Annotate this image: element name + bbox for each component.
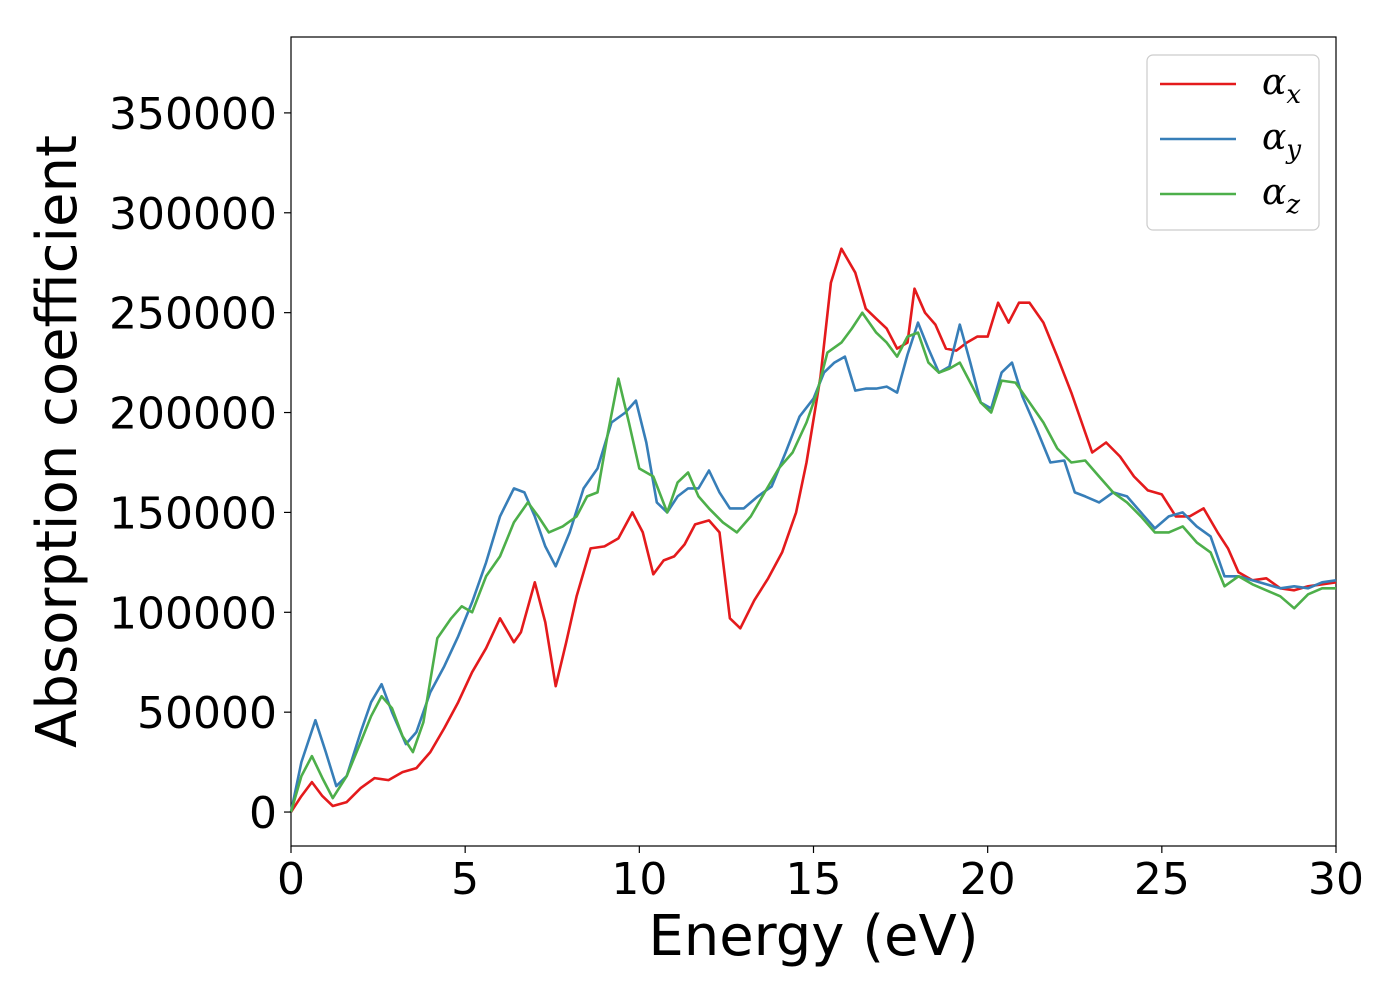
x-axis-label: Energy (eV) <box>648 904 978 969</box>
series-line-y <box>289 321 1337 813</box>
y-tick-label: 100000 <box>109 588 277 639</box>
x-axis: 0 5 10 15 20 25 30 <box>277 846 1364 905</box>
legend-symbol: α <box>1262 172 1286 213</box>
legend-subscript: z <box>1285 190 1300 220</box>
legend-subscript: x <box>1286 80 1301 110</box>
x-tick-label: 0 <box>277 854 305 905</box>
legend-symbol: α <box>1262 117 1286 158</box>
x-tick-label: 5 <box>451 854 479 905</box>
x-tick-label: 10 <box>611 854 667 905</box>
y-tick-label: 300000 <box>109 189 277 240</box>
legend-label-y: αy <box>1262 117 1301 165</box>
series-line-z <box>289 311 1336 813</box>
series-line-x <box>289 247 1337 813</box>
y-axis: 0 50000 100000 150000 200000 250000 300000 3500… <box>109 89 291 839</box>
y-tick-label: 200000 <box>109 389 277 440</box>
series-layer <box>289 247 1337 813</box>
legend-box <box>1146 54 1320 231</box>
x-tick-label: 15 <box>786 854 842 905</box>
y-tick-label: 50000 <box>137 688 277 739</box>
y-axis-label: Absorption coefficient <box>25 135 90 748</box>
y-tick-label: 350000 <box>109 89 277 140</box>
x-tick-label: 20 <box>960 854 1016 905</box>
y-tick-label: 150000 <box>109 488 277 539</box>
legend-label-x: αx <box>1262 62 1301 110</box>
legend-subscript: y <box>1285 135 1301 165</box>
x-tick-label: 25 <box>1134 854 1190 905</box>
legend-label-z: αz <box>1262 172 1300 220</box>
y-tick-label: 0 <box>249 788 277 839</box>
x-tick-label: 30 <box>1308 854 1364 905</box>
y-tick-label: 250000 <box>109 289 277 340</box>
legend-symbol: α <box>1262 62 1286 103</box>
